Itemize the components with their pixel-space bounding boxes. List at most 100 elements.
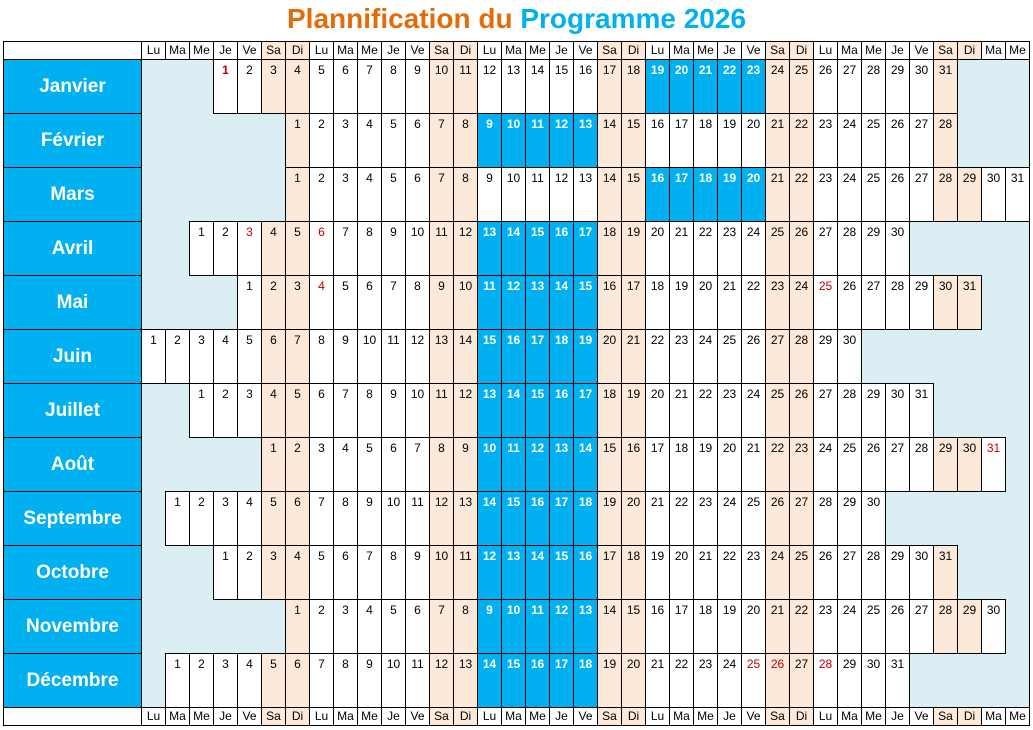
day-cell[interactable]: 11 <box>429 384 454 438</box>
day-cell[interactable]: 15 <box>621 600 646 654</box>
day-cell[interactable]: 7 <box>381 276 406 330</box>
day-cell[interactable]: 31 <box>933 59 958 114</box>
day-cell[interactable]: 22 <box>645 330 670 384</box>
day-cell[interactable]: 20 <box>597 330 622 384</box>
day-cell[interactable]: 22 <box>669 492 694 546</box>
day-cell[interactable]: 18 <box>693 168 718 222</box>
day-cell[interactable]: 20 <box>645 222 670 276</box>
day-cell[interactable]: 26 <box>885 168 910 222</box>
day-cell[interactable]: 17 <box>597 546 622 600</box>
day-cell[interactable]: 20 <box>741 114 766 168</box>
day-cell[interactable]: 27 <box>789 654 814 708</box>
day-cell[interactable]: 1 <box>285 168 310 222</box>
day-cell[interactable]: 21 <box>669 384 694 438</box>
day-cell[interactable]: 5 <box>285 222 310 276</box>
day-cell[interactable]: 24 <box>765 59 790 114</box>
day-cell[interactable]: 12 <box>453 384 478 438</box>
day-cell[interactable]: 23 <box>741 59 766 114</box>
day-cell[interactable]: 9 <box>477 600 502 654</box>
day-cell[interactable]: 13 <box>429 330 454 384</box>
day-cell[interactable]: 17 <box>645 438 670 492</box>
day-cell[interactable]: 13 <box>453 492 478 546</box>
day-cell[interactable]: 23 <box>669 330 694 384</box>
day-cell[interactable]: 9 <box>357 654 382 708</box>
day-cell[interactable]: 3 <box>261 546 286 600</box>
day-cell[interactable]: 1 <box>285 114 310 168</box>
day-cell[interactable]: 22 <box>741 276 766 330</box>
day-cell[interactable]: 7 <box>357 546 382 600</box>
day-cell[interactable]: 24 <box>693 330 718 384</box>
day-cell[interactable]: 30 <box>837 330 862 384</box>
day-cell[interactable]: 7 <box>429 114 454 168</box>
day-cell[interactable]: 13 <box>573 168 598 222</box>
day-cell[interactable]: 7 <box>285 330 310 384</box>
day-cell[interactable]: 26 <box>789 384 814 438</box>
day-cell[interactable]: 31 <box>1005 167 1030 222</box>
day-cell[interactable]: 12 <box>549 600 574 654</box>
day-cell[interactable]: 12 <box>453 222 478 276</box>
day-cell[interactable]: 22 <box>789 168 814 222</box>
day-cell[interactable]: 30 <box>981 167 1006 222</box>
day-cell[interactable]: 20 <box>621 492 646 546</box>
day-cell[interactable]: 14 <box>525 59 550 114</box>
day-cell[interactable]: 8 <box>453 168 478 222</box>
day-cell[interactable]: 13 <box>501 59 526 114</box>
day-cell[interactable]: 2 <box>237 546 262 600</box>
day-cell[interactable]: 16 <box>573 546 598 600</box>
day-cell[interactable]: 11 <box>429 222 454 276</box>
day-cell[interactable]: 18 <box>693 114 718 168</box>
day-cell[interactable]: 16 <box>549 222 574 276</box>
day-cell[interactable]: 28 <box>861 546 886 600</box>
day-cell[interactable]: 12 <box>429 654 454 708</box>
day-cell[interactable]: 9 <box>453 438 478 492</box>
day-cell[interactable]: 17 <box>621 276 646 330</box>
day-cell[interactable]: 2 <box>165 329 190 384</box>
day-cell[interactable]: 25 <box>789 59 814 114</box>
day-cell[interactable]: 3 <box>333 600 358 654</box>
day-cell[interactable]: 24 <box>717 492 742 546</box>
day-cell[interactable]: 30 <box>861 492 886 546</box>
day-cell[interactable]: 18 <box>621 59 646 114</box>
day-cell[interactable]: 5 <box>261 492 286 546</box>
day-cell[interactable]: 24 <box>789 276 814 330</box>
day-cell[interactable]: 10 <box>405 222 430 276</box>
day-cell[interactable]: 19 <box>717 114 742 168</box>
day-cell[interactable]: 26 <box>741 330 766 384</box>
day-cell[interactable]: 18 <box>597 384 622 438</box>
day-cell[interactable]: 27 <box>789 492 814 546</box>
day-cell[interactable]: 29 <box>861 383 886 438</box>
day-cell[interactable]: 1 <box>165 491 190 546</box>
day-cell[interactable]: 17 <box>669 114 694 168</box>
day-cell[interactable]: 19 <box>693 438 718 492</box>
day-cell[interactable]: 15 <box>501 654 526 708</box>
day-cell[interactable]: 22 <box>717 546 742 600</box>
day-cell[interactable]: 21 <box>645 654 670 708</box>
day-cell[interactable]: 1 <box>213 59 238 114</box>
day-cell[interactable]: 8 <box>405 276 430 330</box>
day-cell[interactable]: 28 <box>861 59 886 114</box>
day-cell[interactable]: 23 <box>813 600 838 654</box>
day-cell[interactable]: 9 <box>381 384 406 438</box>
day-cell[interactable]: 1 <box>141 329 166 384</box>
day-cell[interactable]: 29 <box>933 437 958 492</box>
day-cell[interactable]: 6 <box>357 276 382 330</box>
day-cell[interactable]: 28 <box>933 600 958 654</box>
day-cell[interactable]: 27 <box>813 222 838 276</box>
day-cell[interactable]: 19 <box>597 492 622 546</box>
day-cell[interactable]: 5 <box>309 59 334 114</box>
day-cell[interactable]: 8 <box>453 114 478 168</box>
day-cell[interactable]: 17 <box>573 222 598 276</box>
day-cell[interactable]: 21 <box>765 600 790 654</box>
day-cell[interactable]: 18 <box>669 438 694 492</box>
day-cell[interactable]: 10 <box>501 168 526 222</box>
day-cell[interactable]: 18 <box>621 546 646 600</box>
day-cell[interactable]: 14 <box>453 330 478 384</box>
day-cell[interactable]: 16 <box>621 438 646 492</box>
day-cell[interactable]: 3 <box>285 276 310 330</box>
day-cell[interactable]: 5 <box>381 600 406 654</box>
day-cell[interactable]: 15 <box>573 276 598 330</box>
day-cell[interactable]: 7 <box>357 59 382 114</box>
day-cell[interactable]: 21 <box>621 330 646 384</box>
day-cell[interactable]: 2 <box>189 653 214 708</box>
day-cell[interactable]: 17 <box>573 384 598 438</box>
